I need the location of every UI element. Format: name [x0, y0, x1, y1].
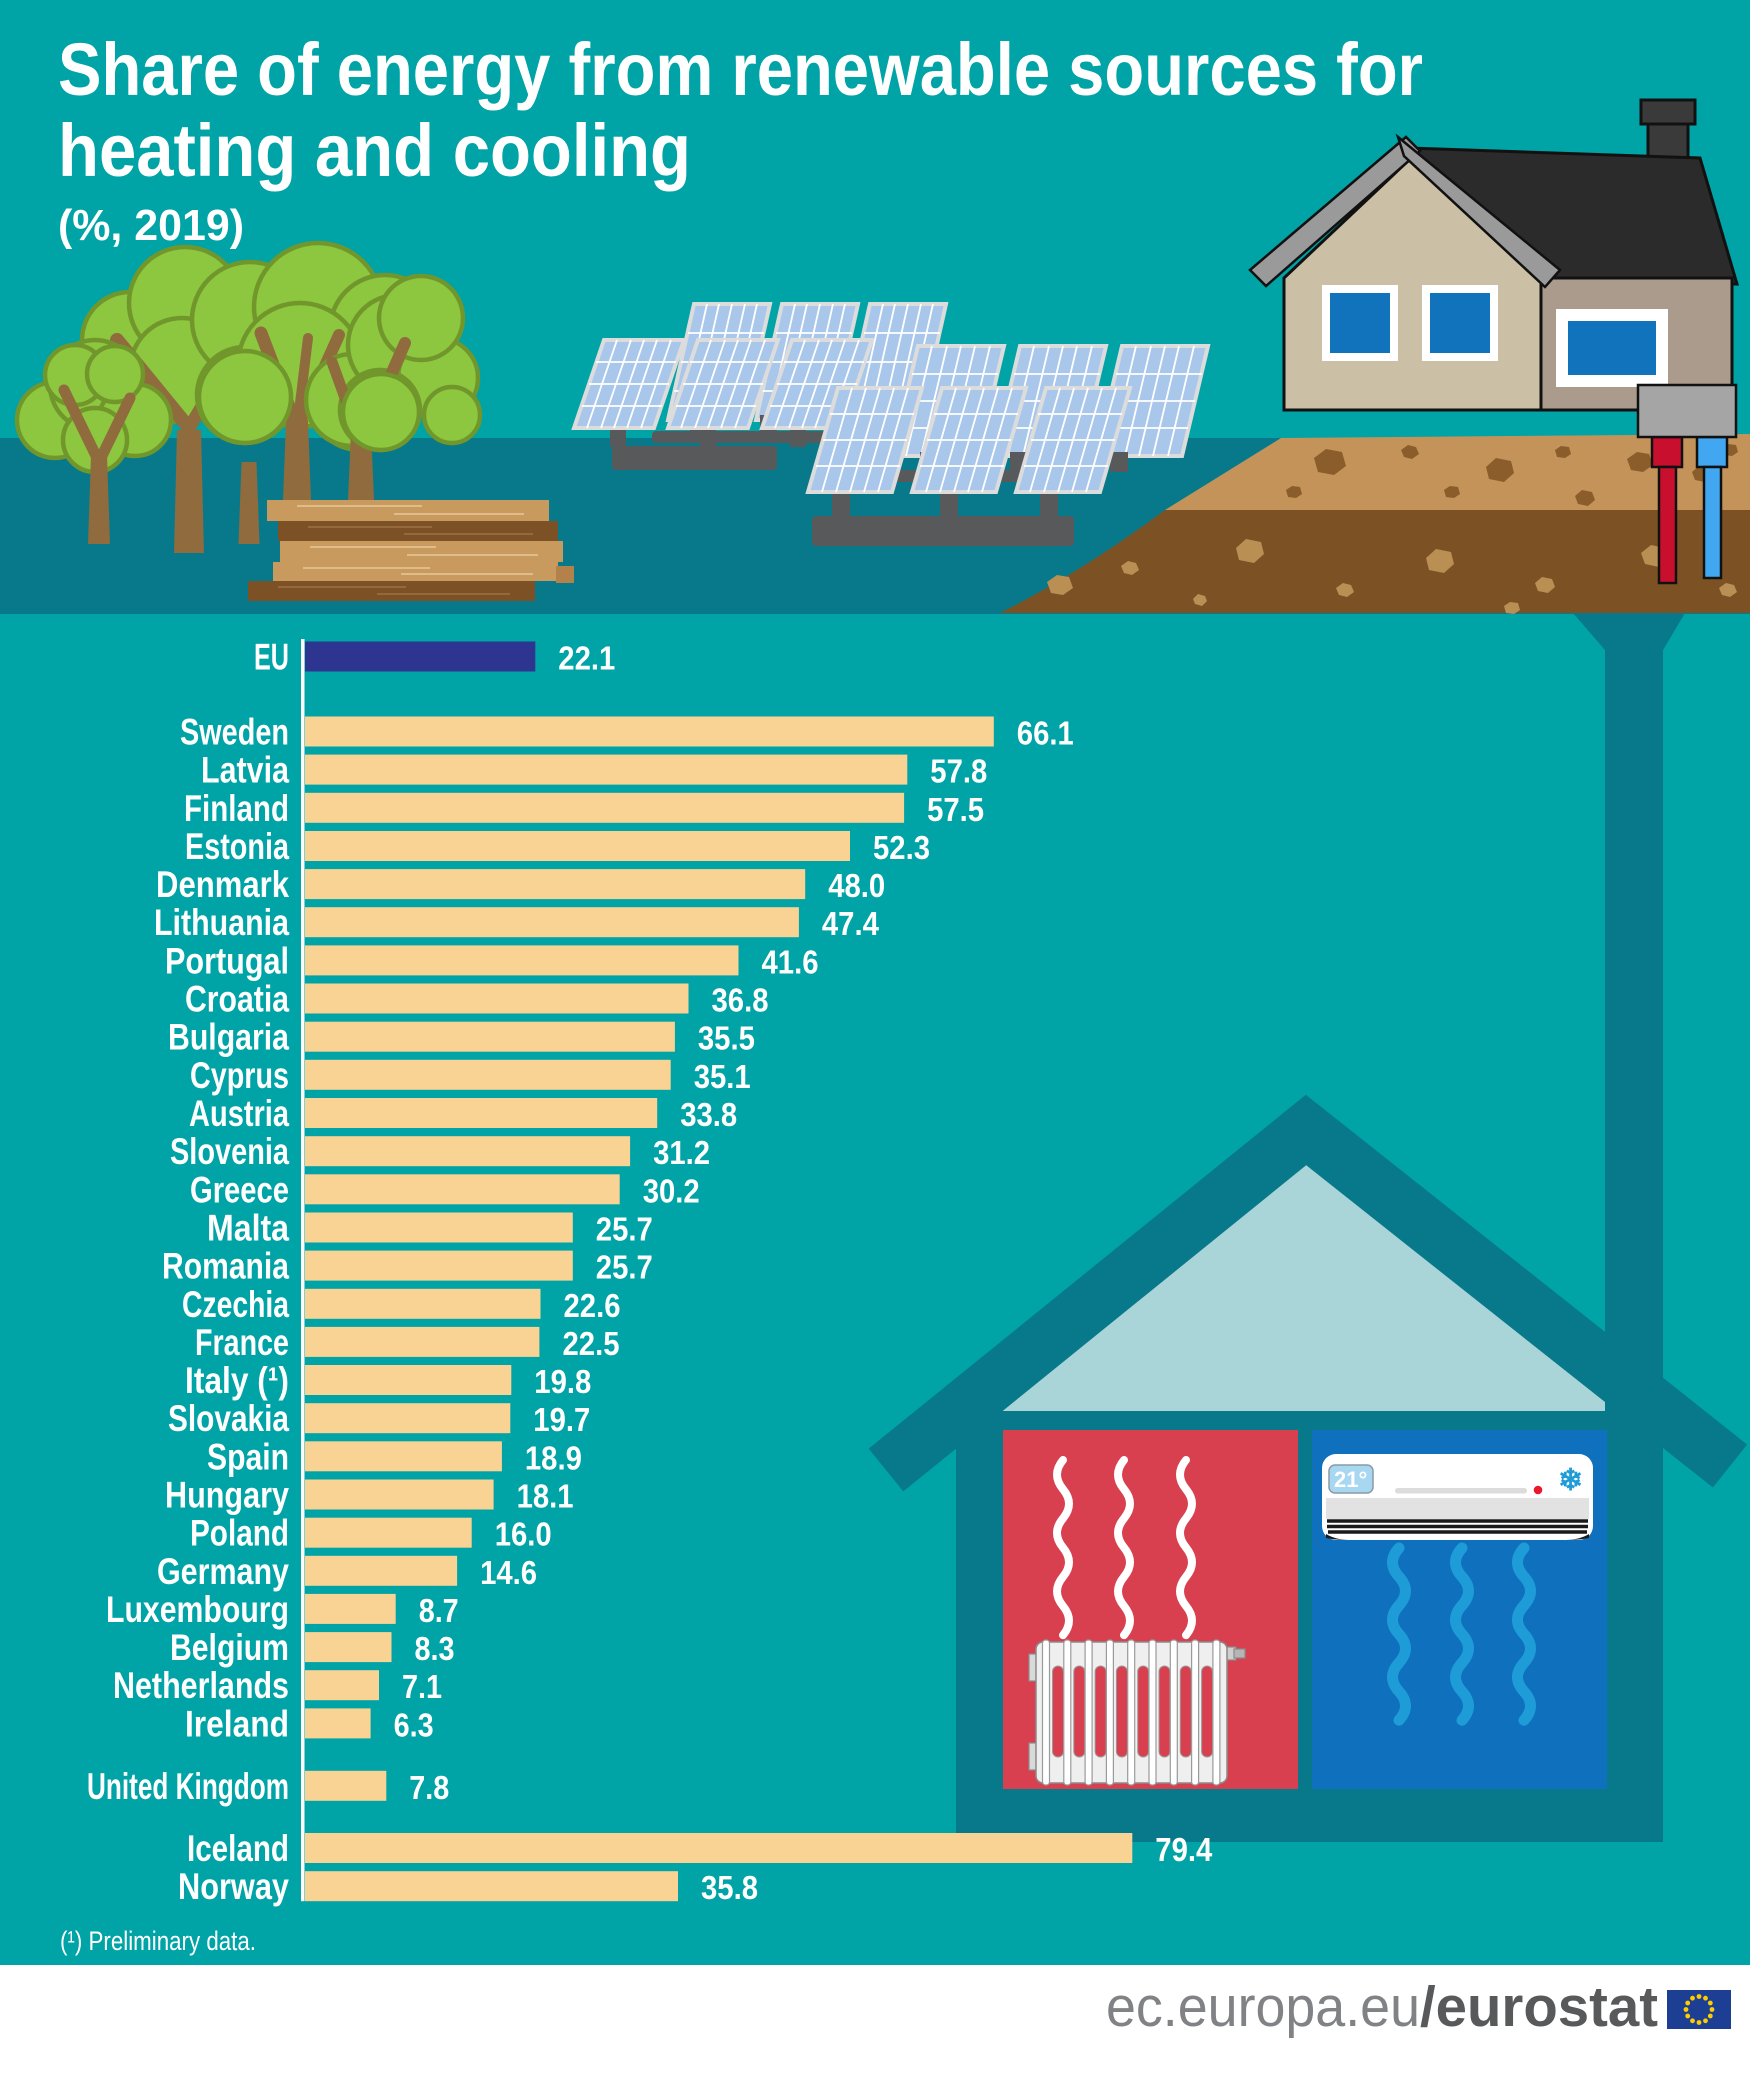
- svg-text:Portugal: Portugal: [165, 940, 289, 981]
- svg-text:Ireland: Ireland: [185, 1703, 289, 1744]
- svg-text:Italy (¹): Italy (¹): [185, 1360, 289, 1401]
- svg-text:47.4: 47.4: [822, 905, 880, 942]
- svg-text:22.5: 22.5: [563, 1325, 620, 1362]
- svg-text:Austria: Austria: [189, 1093, 289, 1134]
- svg-text:Finland: Finland: [184, 788, 289, 829]
- svg-text:21°: 21°: [1334, 1467, 1367, 1492]
- svg-text:35.8: 35.8: [701, 1869, 758, 1906]
- svg-text:Malta: Malta: [207, 1208, 289, 1249]
- svg-text:Luxembourg: Luxembourg: [106, 1589, 289, 1630]
- svg-text:Germany: Germany: [157, 1551, 289, 1592]
- svg-text:25.7: 25.7: [596, 1249, 653, 1286]
- svg-text:18.9: 18.9: [525, 1439, 582, 1476]
- svg-text:35.5: 35.5: [698, 1020, 755, 1057]
- svg-text:Croatia: Croatia: [185, 979, 289, 1020]
- svg-text:30.2: 30.2: [643, 1172, 700, 1209]
- svg-text:United Kingdom: United Kingdom: [87, 1766, 289, 1807]
- svg-text:31.2: 31.2: [653, 1134, 710, 1171]
- svg-text:7.1: 7.1: [402, 1668, 442, 1705]
- svg-text:Greece: Greece: [190, 1169, 289, 1210]
- svg-text:22.1: 22.1: [558, 640, 615, 677]
- svg-text:Iceland: Iceland: [187, 1828, 289, 1869]
- svg-text:22.6: 22.6: [564, 1287, 621, 1324]
- svg-text:52.3: 52.3: [873, 829, 930, 866]
- svg-text:41.6: 41.6: [762, 943, 819, 980]
- svg-text:35.1: 35.1: [694, 1058, 751, 1095]
- svg-text:Bulgaria: Bulgaria: [168, 1017, 289, 1058]
- svg-text:Latvia: Latvia: [201, 750, 289, 791]
- svg-text:25.7: 25.7: [596, 1211, 653, 1248]
- svg-text:heating and cooling: heating and cooling: [58, 109, 691, 192]
- svg-text:ec.europa.eu: ec.europa.eu: [1106, 1975, 1420, 2039]
- svg-text:79.4: 79.4: [1155, 1831, 1213, 1868]
- svg-text:(%, 2019): (%, 2019): [58, 201, 244, 250]
- svg-text:Slovakia: Slovakia: [168, 1398, 289, 1439]
- svg-text:57.8: 57.8: [930, 753, 987, 790]
- svg-text:Norway: Norway: [178, 1866, 289, 1907]
- svg-text:Sweden: Sweden: [180, 712, 289, 753]
- svg-text:18.1: 18.1: [517, 1478, 574, 1515]
- svg-text:8.3: 8.3: [415, 1630, 455, 1667]
- svg-text:57.5: 57.5: [927, 791, 984, 828]
- svg-text:Netherlands: Netherlands: [113, 1665, 289, 1706]
- svg-text:Hungary: Hungary: [165, 1475, 289, 1516]
- svg-text:France: France: [195, 1322, 289, 1363]
- svg-text:❄: ❄: [1558, 1464, 1583, 1497]
- svg-text:Cyprus: Cyprus: [190, 1055, 289, 1096]
- svg-text:Romania: Romania: [162, 1246, 289, 1287]
- svg-text:6.3: 6.3: [394, 1706, 434, 1743]
- svg-text:8.7: 8.7: [419, 1592, 459, 1629]
- svg-text:36.8: 36.8: [712, 982, 769, 1019]
- svg-text:(¹) Preliminary data.: (¹) Preliminary data.: [60, 1926, 256, 1956]
- svg-text:16.0: 16.0: [495, 1516, 552, 1553]
- svg-text:19.8: 19.8: [534, 1363, 591, 1400]
- svg-text:Spain: Spain: [207, 1436, 289, 1477]
- svg-text:7.8: 7.8: [409, 1769, 449, 1806]
- svg-text:Lithuania: Lithuania: [154, 902, 289, 943]
- svg-text:66.1: 66.1: [1017, 715, 1074, 752]
- svg-text:Czechia: Czechia: [182, 1284, 289, 1325]
- svg-text:Slovenia: Slovenia: [170, 1131, 289, 1172]
- svg-text:14.6: 14.6: [480, 1554, 537, 1591]
- svg-text:19.7: 19.7: [533, 1401, 590, 1438]
- svg-text:Estonia: Estonia: [185, 826, 289, 867]
- svg-text:EU: EU: [254, 637, 289, 678]
- svg-text:33.8: 33.8: [680, 1096, 737, 1133]
- svg-text:Share of energy from renewable: Share of energy from renewable sources f…: [58, 28, 1423, 111]
- svg-text:/eurostat: /eurostat: [1420, 1975, 1658, 2039]
- svg-text:Belgium: Belgium: [170, 1627, 289, 1668]
- svg-text:Poland: Poland: [190, 1513, 289, 1554]
- svg-text:Denmark: Denmark: [156, 864, 289, 905]
- svg-text:48.0: 48.0: [828, 867, 885, 904]
